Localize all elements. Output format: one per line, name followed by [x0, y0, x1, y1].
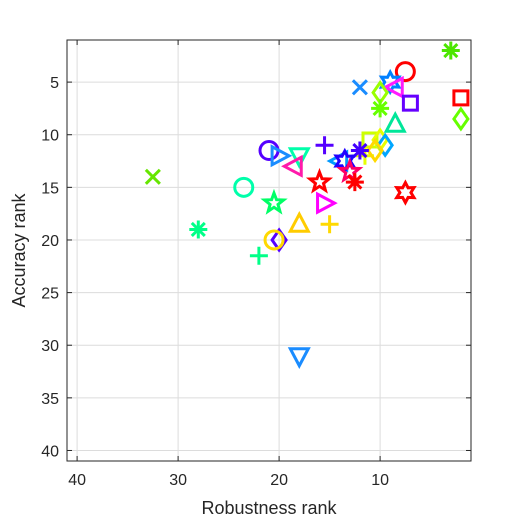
- data-point-tri-up: [383, 110, 407, 133]
- data-point-plus: [320, 215, 339, 234]
- data-point-diamond: [366, 137, 384, 164]
- data-point-tri-right: [316, 191, 338, 215]
- data-point-circle: [394, 61, 416, 83]
- data-point-x: [144, 168, 161, 185]
- data-point-star5: [305, 167, 334, 194]
- data-point-tri-right: [270, 144, 293, 168]
- y-tick-label: 30: [41, 338, 59, 355]
- y-tick-label: 15: [41, 180, 59, 197]
- data-point-diamond: [452, 106, 470, 132]
- y-tick-label: 10: [41, 128, 59, 145]
- x-tick-label: 10: [371, 472, 389, 489]
- data-point-square: [401, 94, 419, 112]
- data-point-asterisk: [189, 220, 208, 239]
- x-tick-label: 30: [169, 472, 187, 489]
- data-point-tri-down: [287, 147, 311, 169]
- grid-lines: [67, 40, 471, 461]
- data-point-tri-left: [382, 75, 404, 99]
- data-point-circle: [233, 176, 255, 198]
- data-point-plus: [315, 136, 334, 155]
- y-axis-label: Accuracy rank: [9, 192, 29, 307]
- data-point-star6: [393, 179, 417, 206]
- data-point-tri-down: [287, 347, 311, 369]
- y-tick-label: 20: [41, 233, 59, 250]
- data-point-asterisk: [350, 141, 369, 160]
- x-tick-label: 20: [270, 472, 288, 489]
- data-point-tri-up: [287, 210, 311, 233]
- axis-ticks: 40 30 20 10 5 10 15 20 25 30 35 40: [41, 40, 471, 489]
- data-point-plus: [249, 246, 268, 265]
- data-point-circle: [258, 140, 280, 162]
- data-point-circle: [263, 229, 285, 251]
- y-tick-label: 35: [41, 391, 59, 408]
- data-point-diamond: [376, 132, 394, 158]
- data-point-x: [351, 79, 368, 96]
- y-tick-label: 5: [50, 75, 59, 92]
- x-axis-label: Robustness rank: [201, 498, 337, 518]
- x-tick-label: 40: [68, 472, 86, 489]
- data-point-tri-left: [281, 154, 303, 178]
- y-tick-label: 25: [41, 286, 59, 303]
- data-point-asterisk: [345, 173, 364, 192]
- axes-box: [66, 39, 472, 462]
- y-tick-label: 40: [41, 443, 59, 460]
- data-point-square: [452, 89, 470, 107]
- data-point-asterisk: [441, 41, 460, 60]
- data-points: [144, 41, 470, 369]
- data-point-asterisk: [371, 99, 390, 118]
- data-point-star5: [260, 188, 288, 215]
- data-point-star6: [378, 68, 402, 96]
